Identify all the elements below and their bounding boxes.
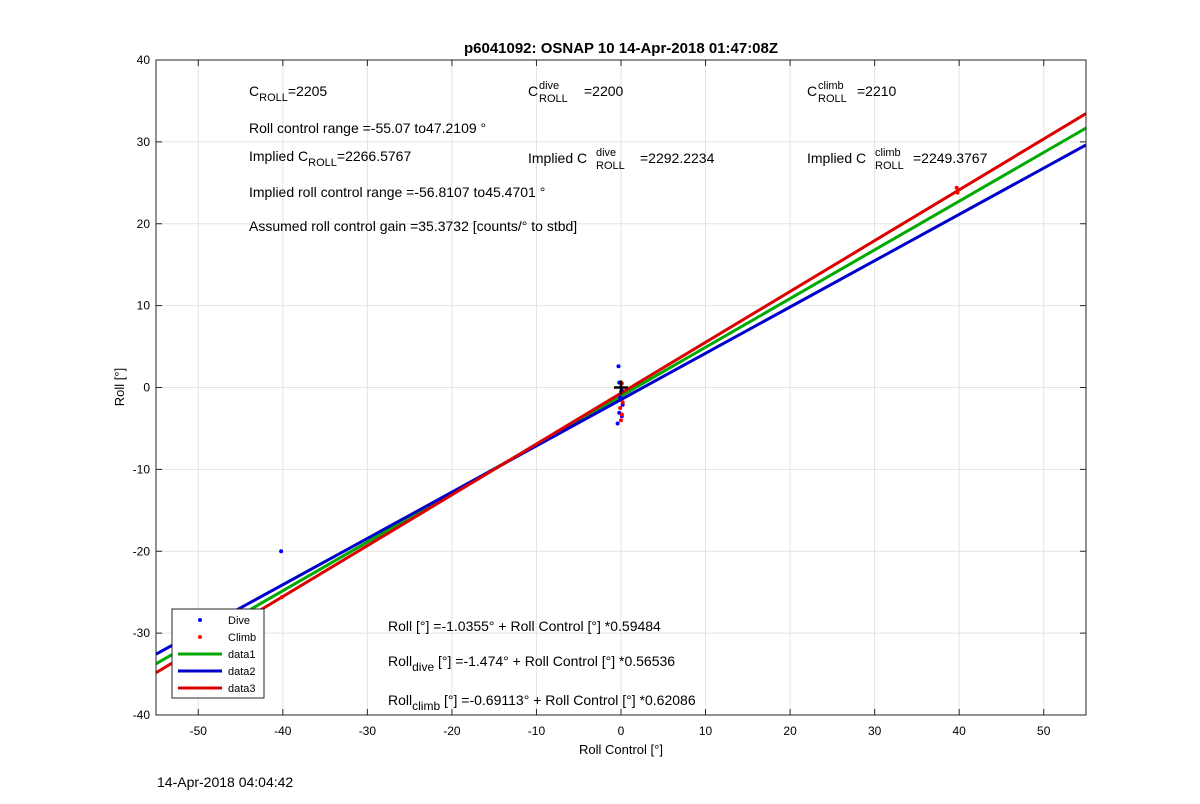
annotation-implied-roll-control-range: Implied roll control range =-56.8107 to4…	[249, 184, 545, 200]
data-point-climb	[619, 418, 623, 423]
svg-text:data3: data3	[228, 683, 256, 695]
x-tick-label: -20	[443, 724, 461, 738]
legend: Dive Climb data1 data2 data3	[171, 608, 265, 699]
annotation-assumed-gain: Assumed roll control gain =35.3732 [coun…	[249, 218, 577, 234]
annotation-fit-all: Roll [°] =-1.0355° + Roll Control [°] *0…	[388, 618, 661, 634]
x-tick-label: -50	[190, 724, 208, 738]
annotation-c-roll: CROLL=2205	[249, 83, 327, 104]
legend-item-data3: data3	[178, 683, 256, 695]
y-tick-label: 30	[137, 135, 151, 149]
annotation-implied-c-roll-climb: Implied C climb ROLL =2249.3767	[807, 143, 988, 172]
x-tick-label: 50	[1037, 724, 1051, 738]
plot-series	[155, 112, 1087, 675]
annotation-fit-dive: Rolldive [°] =-1.474° + Roll Control [°]…	[388, 653, 675, 674]
x-tick-label: -30	[359, 724, 377, 738]
footer-timestamp: 14-Apr-2018 04:04:42	[157, 774, 294, 790]
svg-text:data1: data1	[228, 649, 256, 661]
annotation-roll-control-range: Roll control range =-55.07 to47.2109 °	[249, 120, 486, 136]
svg-text:Dive: Dive	[228, 615, 250, 627]
x-axis-label: Roll Control [°]	[579, 742, 663, 757]
y-tick-label: 0	[143, 381, 150, 395]
data-point-climb	[955, 190, 960, 195]
data-point-dive	[615, 421, 620, 426]
legend-item-data1: data1	[178, 649, 256, 661]
x-tick-label: -40	[274, 724, 292, 738]
legend-item-climb: Climb	[198, 632, 256, 644]
axis-ticks: -50 -40 -30 -20 -10 0 10 20 30 40 50 -40 -30 -20 -10 0 1…	[133, 53, 1086, 738]
data-point-climb	[620, 400, 625, 405]
y-tick-label: -40	[133, 708, 151, 722]
x-tick-label: 40	[953, 724, 967, 738]
data-point-climb	[618, 405, 623, 410]
annotation-c-roll-climb: C climb ROLL =2210	[807, 76, 897, 105]
annotation-implied-c-roll: Implied CROLL=2266.5767	[249, 148, 411, 169]
y-axis-label: Roll [°]	[112, 368, 127, 406]
annotation-fit-climb: Rollclimb [°] =-0.69113° + Roll Control …	[388, 692, 696, 713]
y-tick-label: -30	[133, 626, 151, 640]
y-tick-label: -20	[133, 544, 151, 558]
y-tick-label: 10	[137, 299, 151, 313]
svg-text:Climb: Climb	[228, 632, 256, 644]
data-point-climb	[279, 595, 284, 600]
data-point-dive	[616, 364, 621, 369]
annotation-implied-c-roll-dive: Implied C dive ROLL =2292.2234	[528, 143, 715, 172]
data-point-climb	[954, 185, 959, 190]
series-line-data2	[155, 143, 1087, 656]
annotation-c-roll-dive: C dive ROLL =2200	[528, 76, 624, 105]
x-tick-label: 10	[699, 724, 713, 738]
x-tick-label: 30	[868, 724, 882, 738]
data-point-dive	[279, 549, 284, 554]
x-tick-label: -10	[528, 724, 546, 738]
y-tick-label: 40	[137, 53, 151, 67]
data-point-climb	[619, 412, 624, 417]
data-point-dive	[618, 395, 623, 400]
y-tick-label: 20	[137, 217, 151, 231]
legend-item-dive: Dive	[198, 615, 250, 627]
roll-calibration-chart: -50 -40 -30 -20 -10 0 10 20 30 40 50 -40 -30 -20 -10 0 1…	[112, 40, 1087, 757]
centroid-marker	[614, 380, 628, 395]
chart-title: p6041092: OSNAP 10 14-Apr-2018 01:47:08Z	[464, 40, 778, 57]
legend-item-data2: data2	[178, 666, 256, 678]
y-tick-label: -10	[133, 462, 151, 476]
x-tick-label: 0	[618, 724, 625, 738]
x-tick-label: 20	[783, 724, 797, 738]
svg-text:data2: data2	[228, 666, 256, 678]
